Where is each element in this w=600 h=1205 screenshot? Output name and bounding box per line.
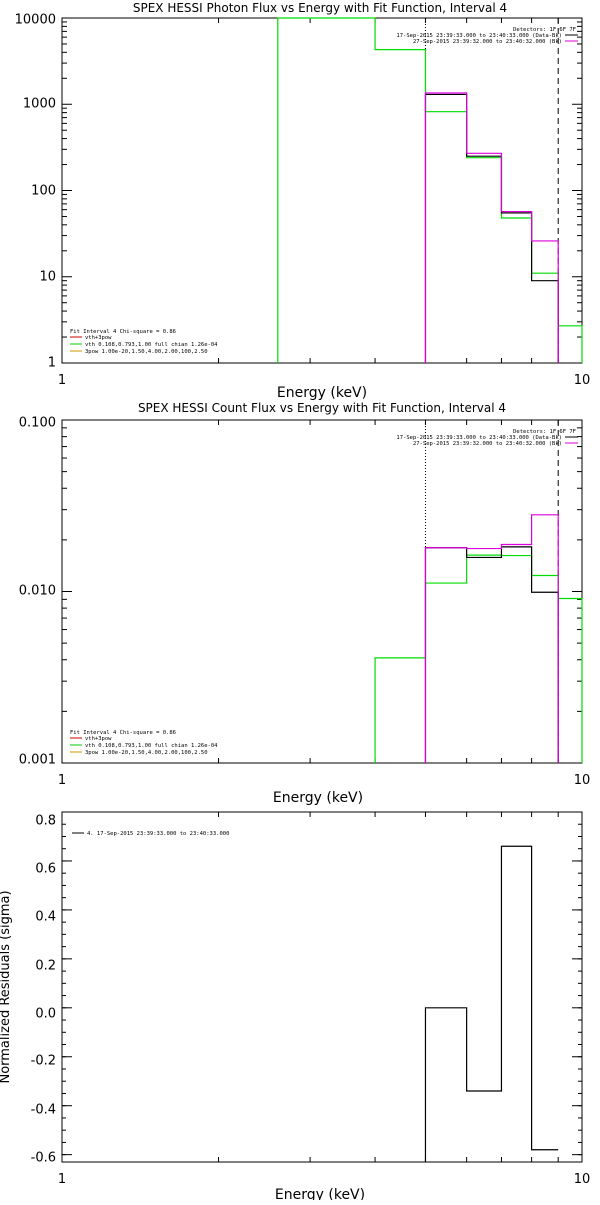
y-tick-label: -0.2 (31, 1054, 56, 1069)
residuals-y-tick-labels: -0.6 -0.4 -0.2 0.0 0.2 0.4 0.6 0.8 (31, 814, 56, 1166)
legend-entry: 4. 17-Sep-2015 23:39:33.000 to 23:40:33.… (87, 831, 229, 837)
fit-line: vth 0.108,0.793,1.00 full chian 1.26e-04 (85, 743, 218, 749)
y-tick-label: 100 (31, 184, 56, 199)
fit-line: vth+3pow (85, 335, 112, 341)
photon-flux-x-tick-labels: 1 10 (58, 373, 590, 388)
y-tick-label: 0.001 (19, 753, 56, 768)
residuals-axes-frame (61, 811, 583, 1163)
photon-flux-title: SPEX HESSI Photon Flux vs Energy with Fi… (133, 1, 507, 15)
count-flux-axes-frame (61, 419, 583, 764)
fit-line: vth 0.108,0.793,1.00 full chian 1.26e-04 (85, 342, 218, 348)
x-tick-label: 10 (574, 773, 591, 788)
count-flux-fit-info: Fit Interval 4 Chi-square = 0.86 vth+3po… (70, 730, 218, 756)
count-flux-series (374, 514, 583, 763)
photon-flux-header: Detectors: 1F 6F 7F 17-Sep-2015 23:39:33… (396, 27, 578, 45)
count-flux-x-axis-label: Energy (keV) (273, 790, 363, 806)
y-tick-label: 10 (39, 270, 56, 285)
series-series-step-line (424, 845, 559, 1162)
y-tick-label: 1000 (23, 97, 56, 112)
y-tick-label: 0.100 (19, 416, 56, 431)
residuals-ticks (61, 811, 583, 1162)
y-tick-label: -0.6 (31, 1151, 56, 1166)
residuals-y-axis-label: Normalized Residuals (sigma) (0, 890, 13, 1083)
y-tick-label: 0.6 (35, 862, 56, 877)
y-tick-label: 1 (48, 356, 56, 371)
header-line: 27-Sep-2015 23:39:32.000 to 23:40:32.000… (413, 441, 562, 447)
header-line: 17-Sep-2015 23:39:33.000 to 23:40:33.000… (396, 435, 562, 441)
count-flux-y-tick-labels: 0.001 0.010 0.100 (19, 416, 56, 768)
x-tick-label: 1 (58, 373, 66, 388)
header-line: 17-Sep-2015 23:39:33.000 to 23:40:33.000… (396, 33, 562, 39)
count-flux-marker-lines (424, 420, 559, 763)
fit-line: 3pow 1.00e-20,1.50,4.00,2.00,100,2.50 (85, 349, 208, 355)
series-vth-3pow-step-line (374, 554, 583, 763)
y-tick-label: 0.2 (35, 959, 56, 974)
y-tick-label: 0.8 (35, 814, 56, 829)
y-tick-label: 10000 (15, 13, 56, 28)
header-line: Detectors: 1F 6F 7F (513, 429, 576, 435)
photon-flux-panel: SPEX HESSI Photon Flux vs Energy with Fi… (15, 1, 591, 401)
header-line: 27-Sep-2015 23:39:32.000 to 23:40:32.000… (413, 39, 562, 45)
y-tick-label: 0.010 (19, 584, 56, 599)
count-flux-panel: SPEX HESSI Count Flux vs Energy with Fit… (19, 401, 590, 806)
photon-flux-ticks (61, 17, 583, 364)
count-flux-header: Detectors: 1F 6F 7F 17-Sep-2015 23:39:33… (396, 429, 578, 447)
residuals-x-axis-label: Energy (keV) (275, 1187, 365, 1200)
x-tick-label: 1 (58, 773, 66, 788)
count-flux-x-tick-labels: 1 10 (58, 773, 590, 788)
series-bk-step-line (424, 514, 559, 763)
series-vth-3pow-step-line (277, 17, 583, 363)
header-line: Detectors: 1F 6F 7F (513, 27, 576, 33)
x-tick-label: 10 (574, 373, 591, 388)
fit-line: Fit Interval 4 Chi-square = 0.86 (70, 730, 176, 736)
residuals-x-tick-labels: 1 10 (58, 1172, 590, 1187)
count-flux-ticks (61, 419, 583, 764)
residuals-panel: 1 10 -0.6 -0.4 -0.2 0.0 0.2 0.4 0.6 0.8 … (0, 811, 590, 1203)
series-bk-step-line (424, 92, 559, 363)
photon-flux-x-axis-label: Energy (keV) (277, 385, 367, 401)
photon-flux-y-tick-labels: 1 10 100 1000 10000 (15, 13, 56, 371)
y-tick-label: 0.4 (35, 910, 56, 925)
y-tick-label: 0.0 (35, 1007, 56, 1022)
x-tick-label: 10 (574, 1172, 591, 1187)
count-flux-title: SPEX HESSI Count Flux vs Energy with Fit… (138, 401, 506, 415)
series-data-bk-step-line (424, 546, 559, 763)
photon-flux-axes-frame (61, 17, 583, 364)
photon-flux-series (277, 17, 583, 363)
photon-flux-fit-info: Fit Interval 4 Chi-square = 0.86 vth+3po… (70, 329, 218, 355)
residuals-legend: 4. 17-Sep-2015 23:39:33.000 to 23:40:33.… (72, 831, 229, 837)
fit-line: 3pow 1.00e-20,1.50,4.00,2.00,100,2.50 (85, 750, 208, 756)
x-tick-label: 1 (58, 1172, 66, 1187)
photon-flux-marker-lines (424, 18, 559, 363)
residuals-series (424, 845, 559, 1162)
fit-line: Fit Interval 4 Chi-square = 0.86 (70, 329, 176, 335)
series-data-bk-step-line (424, 93, 559, 363)
y-tick-label: -0.4 (31, 1103, 56, 1118)
fit-line: vth+3pow (85, 736, 112, 742)
